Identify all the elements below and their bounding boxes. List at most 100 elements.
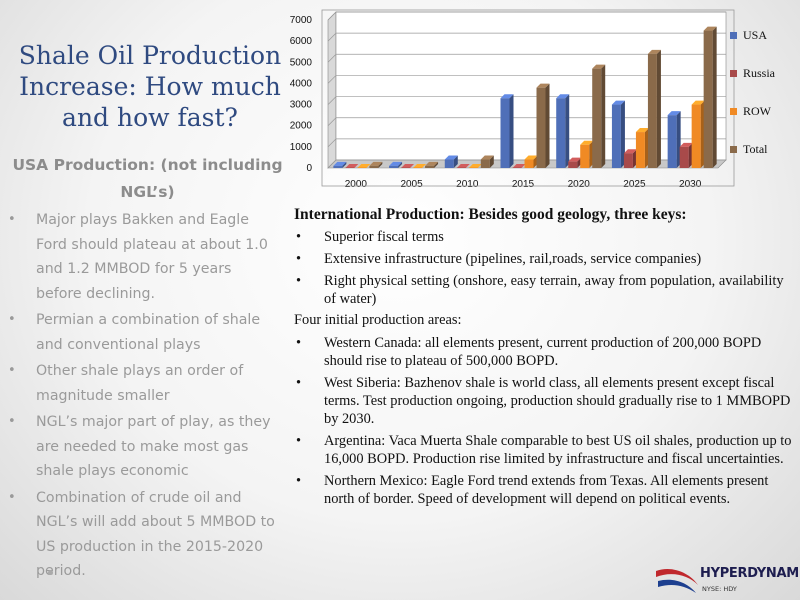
chart-bar-top — [524, 155, 538, 160]
left-bullet-text: Other shale plays an order of magnitude … — [36, 363, 244, 404]
chart-bar-top — [703, 26, 717, 31]
chart-bar — [679, 146, 689, 168]
area-item: • Argentina: Vaca Muerta Shale comparable… — [294, 432, 794, 468]
left-bullet: • Combination of crude oil and NGL’s will… — [8, 486, 280, 584]
left-bullet-text: Major plays Bakken and Eagle Ford should… — [36, 212, 268, 302]
left-subtitle: USA Production: (not including NGL’s) — [12, 156, 283, 201]
bullet-icon: • — [8, 489, 16, 505]
area-item-text: Northern Mexico: Eagle Ford trend extend… — [324, 473, 769, 507]
chart-bar-top — [369, 161, 383, 166]
chart-bar-side — [545, 83, 550, 168]
left-bullet: • Major plays Bakken and Eagle Ford shoul… — [8, 208, 280, 306]
bullet-icon: • — [296, 229, 302, 245]
chart-bar — [468, 167, 478, 168]
left-bullet: • NGL’s major part of play, as they are n… — [8, 410, 280, 484]
y-tick-label: 0 — [306, 163, 312, 174]
chart-bar — [480, 159, 490, 168]
bullet-icon: • — [8, 363, 16, 378]
bullet-icon: • — [8, 212, 16, 227]
legend-swatch — [730, 146, 737, 153]
key-item: • Right physical setting (onshore, easy t… — [294, 272, 794, 308]
bullet-icon: • — [296, 433, 302, 449]
x-tick-label: 2005 — [400, 179, 423, 190]
chart-bar-top — [468, 164, 482, 168]
chart-bar-side — [676, 111, 681, 168]
chart-bar — [425, 165, 435, 168]
chart-bar-side — [620, 100, 625, 168]
bullet-icon: • — [296, 375, 302, 391]
chart-bar — [444, 159, 454, 168]
area-item-text: Argentina: Vaca Muerta Shale comparable … — [324, 433, 792, 467]
bullet-icon: • — [296, 251, 302, 267]
left-bullet: • Permian a combination of shale and conv… — [8, 308, 280, 357]
areas-list: • Western Canada: all elements present, c… — [294, 334, 794, 508]
chart-bar-side — [342, 161, 347, 168]
left-bullet-text: NGL’s major part of play, as they are ne… — [36, 414, 271, 479]
chart-bar-side — [509, 94, 514, 168]
y-tick-label: 6000 — [290, 36, 313, 47]
key-item-text: Right physical setting (onshore, easy te… — [324, 273, 784, 307]
left-bullet-text: Combination of crude oil and NGL’s will … — [36, 489, 275, 580]
chart-bar — [703, 30, 713, 169]
chart-bar-top — [333, 161, 347, 166]
chart-bar — [647, 53, 657, 169]
chart-bar — [611, 104, 621, 168]
chart-bar-side — [453, 155, 458, 168]
legend-label: Russia — [743, 66, 776, 80]
chart-bar-top — [500, 94, 514, 99]
chart-bar-top — [425, 161, 439, 166]
chart-bar-side — [688, 142, 693, 168]
chart-bar-side — [565, 94, 570, 168]
chart-bar — [667, 115, 677, 168]
area-item: • West Siberia: Bazhenov shale is world c… — [294, 374, 794, 428]
chart-bar-top — [679, 142, 693, 147]
chart-bar-side — [398, 161, 403, 168]
logo-name: HYPERDYNAMICS — [700, 566, 800, 581]
legend-swatch — [730, 70, 737, 77]
legend-label: Total — [743, 142, 768, 156]
chart-frame — [321, 9, 735, 187]
slide-dot-icon — [48, 570, 53, 575]
hyperdynamics-logo-icon — [656, 568, 698, 593]
chart-bar-top — [536, 83, 550, 88]
chart-bar-top — [568, 157, 582, 162]
x-tick-label: 2010 — [456, 179, 479, 190]
international-section: International Production: Besides good g… — [294, 206, 794, 512]
y-tick-label: 5000 — [290, 57, 313, 68]
y-tick-label: 2000 — [290, 121, 313, 132]
chart-bar-top — [389, 161, 403, 166]
bullet-icon: • — [8, 414, 16, 429]
key-item-text: Extensive infrastructure (pipelines, rai… — [324, 251, 702, 267]
international-heading: International Production: Besides good g… — [294, 206, 687, 223]
chart-bar-top — [611, 100, 625, 105]
chart-bar-top — [635, 128, 649, 133]
area-item-text: Western Canada: all elements present, cu… — [324, 335, 762, 369]
y-tick-label: 7000 — [290, 15, 313, 26]
x-tick-label: 2000 — [345, 179, 368, 190]
bullet-icon: • — [296, 335, 302, 351]
chart-bar — [635, 132, 645, 168]
chart-bar — [556, 98, 566, 168]
chart-bar-top — [691, 100, 705, 105]
bullet-icon: • — [296, 273, 302, 289]
chart-bar — [512, 167, 522, 168]
legend-label: ROW — [743, 104, 772, 118]
chart-bar-side — [700, 100, 705, 168]
chart-bar-side — [656, 49, 661, 169]
chart-bar-top — [667, 111, 681, 116]
chart-bar — [389, 165, 399, 168]
chart-back-wall — [335, 11, 727, 161]
keys-list: • Superior fiscal terms • Extensive infras… — [294, 228, 794, 308]
chart-bar — [500, 98, 510, 168]
logo-ticker: NYSE: HDY — [702, 585, 737, 593]
chart-bar — [333, 165, 343, 168]
areas-intro: Four initial production areas: — [294, 312, 462, 328]
legend-label: USA — [743, 28, 767, 42]
production-chart: 0 1000 2000 3000 4000 5000 6000 7000 2000 2005 201… — [290, 9, 776, 190]
chart-bar — [413, 167, 423, 168]
area-item: • Western Canada: all elements present, c… — [294, 334, 794, 370]
chart-side-wall — [327, 11, 337, 169]
chart-bar — [524, 159, 534, 168]
chart-bar-top — [413, 164, 427, 168]
x-tick-label: 2015 — [512, 179, 535, 190]
